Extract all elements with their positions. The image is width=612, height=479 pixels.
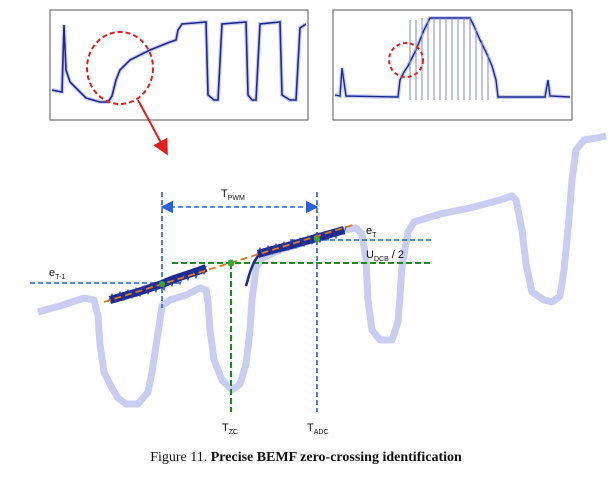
label-t-pwm: TPWM	[221, 188, 245, 202]
inset-left	[49, 9, 309, 121]
label-t-adc: TADC	[307, 422, 329, 436]
inset-right-waveform	[334, 16, 571, 100]
callout-circle-left	[86, 31, 154, 105]
label-u-dcb-half: UDCB / 2	[366, 249, 404, 263]
main-waveform-background	[37, 132, 607, 408]
figure-caption: Figure 11. Precise BEMF zero-crossing id…	[0, 450, 612, 466]
label-e-t-1: eT-1	[49, 267, 65, 281]
caption-title: Precise BEMF zero-crossing identificatio…	[210, 450, 462, 465]
figure-graphic: TPWM eT eT-1 UDCB / 2 TZC TADC	[30, 9, 607, 436]
inset-left-waveform	[51, 19, 308, 104]
guide-lines	[30, 192, 432, 412]
callout-circle-right	[388, 42, 424, 78]
sample-point-t	[314, 236, 320, 242]
sample-point-t-1	[159, 281, 165, 287]
label-e-t: eT	[366, 225, 377, 239]
caption-prefix: Figure 11.	[150, 450, 208, 465]
zero-crossing-point	[227, 259, 235, 267]
inset-right	[332, 9, 573, 121]
callout-arrow	[137, 99, 168, 156]
label-t-zc: TZC	[222, 422, 238, 436]
